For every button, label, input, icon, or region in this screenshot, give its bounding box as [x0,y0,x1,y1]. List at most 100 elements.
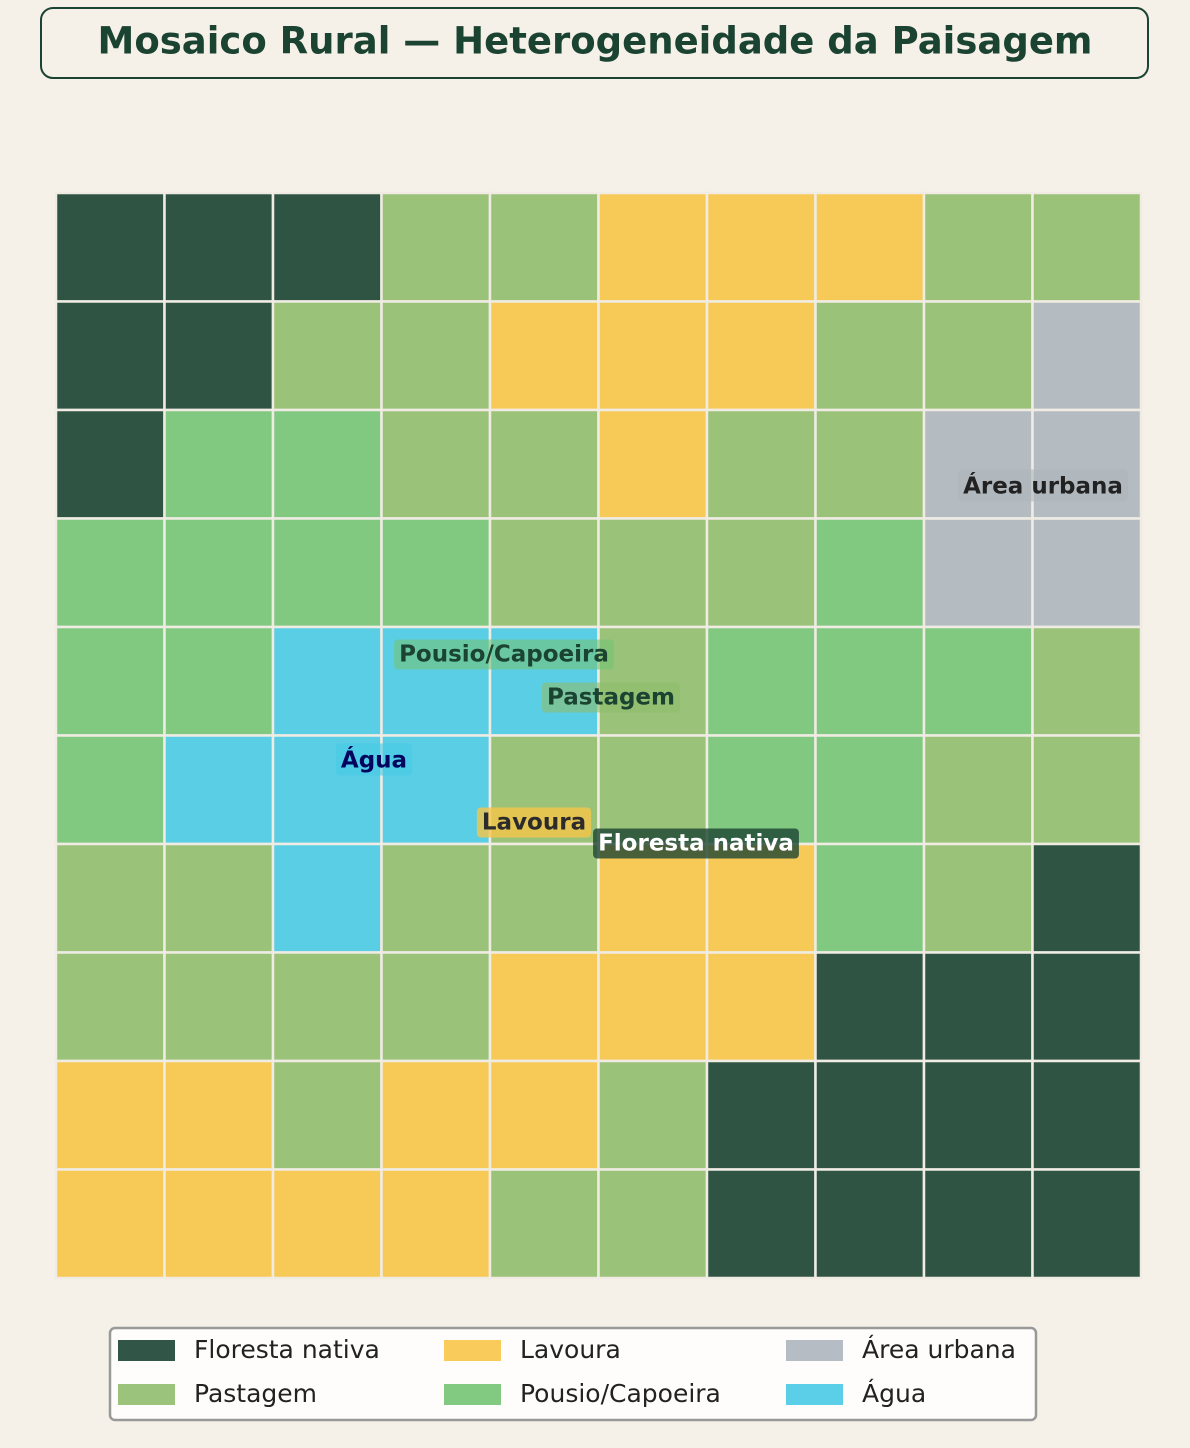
annotation: Floresta nativa [598,831,794,857]
cell [1031,1059,1143,1171]
cell [597,191,709,303]
cell [1031,734,1143,846]
cell [814,842,926,954]
cell [1031,951,1143,1063]
cell [380,1168,492,1280]
cell [597,408,709,520]
title-box [40,7,1149,79]
cell [814,1059,926,1171]
cell [488,1168,600,1280]
cell [54,517,166,629]
cell [597,842,709,954]
legend-swatch [118,1340,175,1361]
legend-label: Floresta nativa [194,1335,380,1364]
cell [597,1059,709,1171]
legend-swatch [786,1384,843,1405]
cell [705,408,817,520]
cell [163,1059,275,1171]
cell [705,517,817,629]
cell [271,951,383,1063]
cell [705,951,817,1063]
cell [163,1168,275,1280]
cell [814,625,926,737]
annotation-bg [593,828,799,859]
cell [380,300,492,412]
cell [163,300,275,412]
cell [814,951,926,1063]
cell [705,625,817,737]
cell [814,300,926,412]
cell [271,1168,383,1280]
cell [488,517,600,629]
cell [1031,1168,1143,1280]
cell [705,300,817,412]
annotation-bg [542,682,680,713]
annotation-bg [335,743,413,776]
annotation-bg [958,469,1128,502]
cell [922,625,1034,737]
cell [380,408,492,520]
cell [597,625,709,737]
cell [488,408,600,520]
cell [380,951,492,1063]
cell [705,734,817,846]
cell [1031,517,1143,629]
chart-title: Mosaico Rural — Heterogeneidade da Paisa… [98,20,1093,63]
cell [705,1168,817,1280]
cell [380,1059,492,1171]
cell [54,1168,166,1280]
annotation: Área urbana [963,472,1123,500]
cell [488,300,600,412]
cell [54,842,166,954]
cell [705,842,817,954]
cell [1031,191,1143,303]
cell [922,517,1034,629]
cell [380,842,492,954]
legend-label: Área urbana [862,1335,1016,1364]
cell [54,1059,166,1171]
legend-swatch [444,1384,501,1405]
cell [814,408,926,520]
legend-label: Pousio/Capoeira [520,1379,721,1408]
cell [922,1168,1034,1280]
cell [922,1059,1034,1171]
cell [922,951,1034,1063]
cell [271,191,383,303]
cell [922,842,1034,954]
cell [814,1168,926,1280]
cell [488,842,600,954]
cell [54,734,166,846]
cell [597,951,709,1063]
cell [163,517,275,629]
cell [922,734,1034,846]
legend-swatch [444,1340,501,1361]
cell [54,625,166,737]
cell [597,300,709,412]
cell [1031,300,1143,412]
annotation: Água [341,746,407,774]
cell [163,734,275,846]
cell [163,408,275,520]
cell [54,408,166,520]
annotation: Pousio/Capoeira [399,642,609,668]
cell [271,625,383,737]
cell [705,1059,817,1171]
cell [922,191,1034,303]
cell [163,951,275,1063]
legend-swatch [118,1384,175,1405]
cell [271,1059,383,1171]
cell [163,842,275,954]
legend-label: Água [862,1379,926,1408]
legend-label: Pastagem [194,1379,317,1408]
cell [271,842,383,954]
cell [380,191,492,303]
cell [271,300,383,412]
legend-label: Lavoura [520,1335,621,1364]
cell [814,191,926,303]
cell [271,408,383,520]
cell [1031,408,1143,520]
cell [380,517,492,629]
cell [54,191,166,303]
